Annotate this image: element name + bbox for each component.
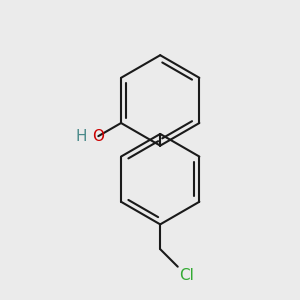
Text: O: O xyxy=(92,129,104,144)
Text: Cl: Cl xyxy=(179,268,194,283)
Text: H: H xyxy=(76,129,87,144)
